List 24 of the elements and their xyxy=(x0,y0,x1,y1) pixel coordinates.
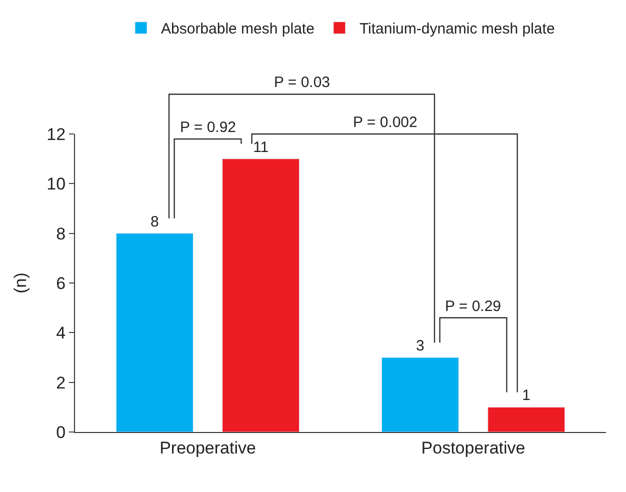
y-tick-label: 10 xyxy=(46,174,66,194)
data-label: 1 xyxy=(522,387,531,404)
annotation: P = 0.92 xyxy=(180,119,236,136)
legend-label: Titanium-dynamic mesh plate xyxy=(359,20,555,38)
x-tick-label: Postoperative xyxy=(421,438,526,458)
legend-label: Absorbable mesh plate xyxy=(161,20,314,38)
data-label: 3 xyxy=(416,338,424,354)
y-tick-label: 4 xyxy=(56,324,66,343)
y-tick-label: 2 xyxy=(56,373,66,392)
bar xyxy=(116,233,194,432)
y-tick-label: 12 xyxy=(46,124,66,144)
y-tick-label: 6 xyxy=(56,274,66,293)
bar xyxy=(488,406,566,432)
bar xyxy=(381,357,459,432)
y-tick-label: 0 xyxy=(56,422,66,442)
text: P = 0.03 xyxy=(274,74,330,91)
text: P = 0.002 xyxy=(353,114,418,131)
x-tick-label: Preoperative xyxy=(160,438,256,458)
data-label: 11 xyxy=(253,138,269,156)
y-tick-label: 8 xyxy=(56,224,66,244)
y-axis-title: (n) xyxy=(11,272,30,294)
annotation: P = 0.29 xyxy=(445,298,502,315)
data-label: 8 xyxy=(150,213,159,230)
bar xyxy=(222,158,300,432)
